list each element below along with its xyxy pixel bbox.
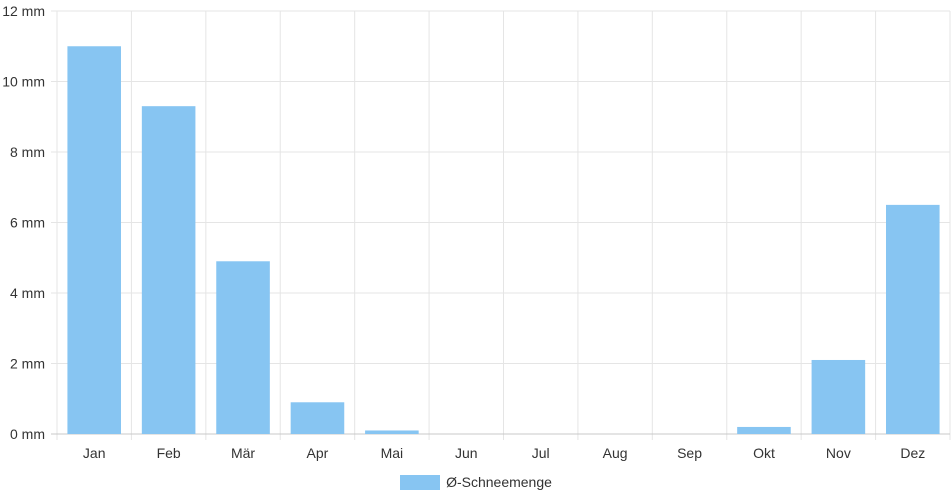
y-tick-label: 6 mm xyxy=(10,215,45,231)
x-tick-label: Dez xyxy=(900,445,925,461)
x-tick-label: Mär xyxy=(231,445,255,461)
legend[interactable]: Ø-Schneemenge xyxy=(0,472,952,492)
x-tick-label: Jan xyxy=(83,445,106,461)
x-tick-label: Jul xyxy=(532,445,550,461)
bar-jan[interactable] xyxy=(67,46,121,434)
y-tick-label: 8 mm xyxy=(10,144,45,160)
y-tick-label: 0 mm xyxy=(10,426,45,442)
x-tick-label: Aug xyxy=(603,445,628,461)
bar-mär[interactable] xyxy=(216,261,270,434)
bar-chart: 0 mm 2 mm 4 mm 6 mm 8 mm 10 mm 12 mm Jan Feb Mär A… xyxy=(2,3,951,461)
x-tick-label: Sep xyxy=(677,445,702,461)
legend-swatch xyxy=(400,474,441,490)
x-tick-label: Nov xyxy=(826,445,851,461)
bar-okt[interactable] xyxy=(737,426,791,434)
y-tick-label: 10 mm xyxy=(2,74,45,90)
bar-nov[interactable] xyxy=(811,359,866,434)
y-tick-label: 2 mm xyxy=(10,356,45,372)
x-tick-label: Mai xyxy=(381,445,404,461)
x-tick-label: Jun xyxy=(455,445,478,461)
y-tick-label: 4 mm xyxy=(10,285,45,301)
bar-apr[interactable] xyxy=(290,402,345,434)
x-tick-label: Feb xyxy=(157,445,181,461)
bar-mai[interactable] xyxy=(365,430,419,434)
bar-feb[interactable] xyxy=(141,106,196,435)
legend-label: Ø-Schneemenge xyxy=(446,474,552,490)
x-tick-label: Okt xyxy=(753,445,775,461)
bar-dez[interactable] xyxy=(886,204,940,434)
x-tick-label: Apr xyxy=(307,445,329,461)
y-tick-label: 12 mm xyxy=(2,3,45,19)
